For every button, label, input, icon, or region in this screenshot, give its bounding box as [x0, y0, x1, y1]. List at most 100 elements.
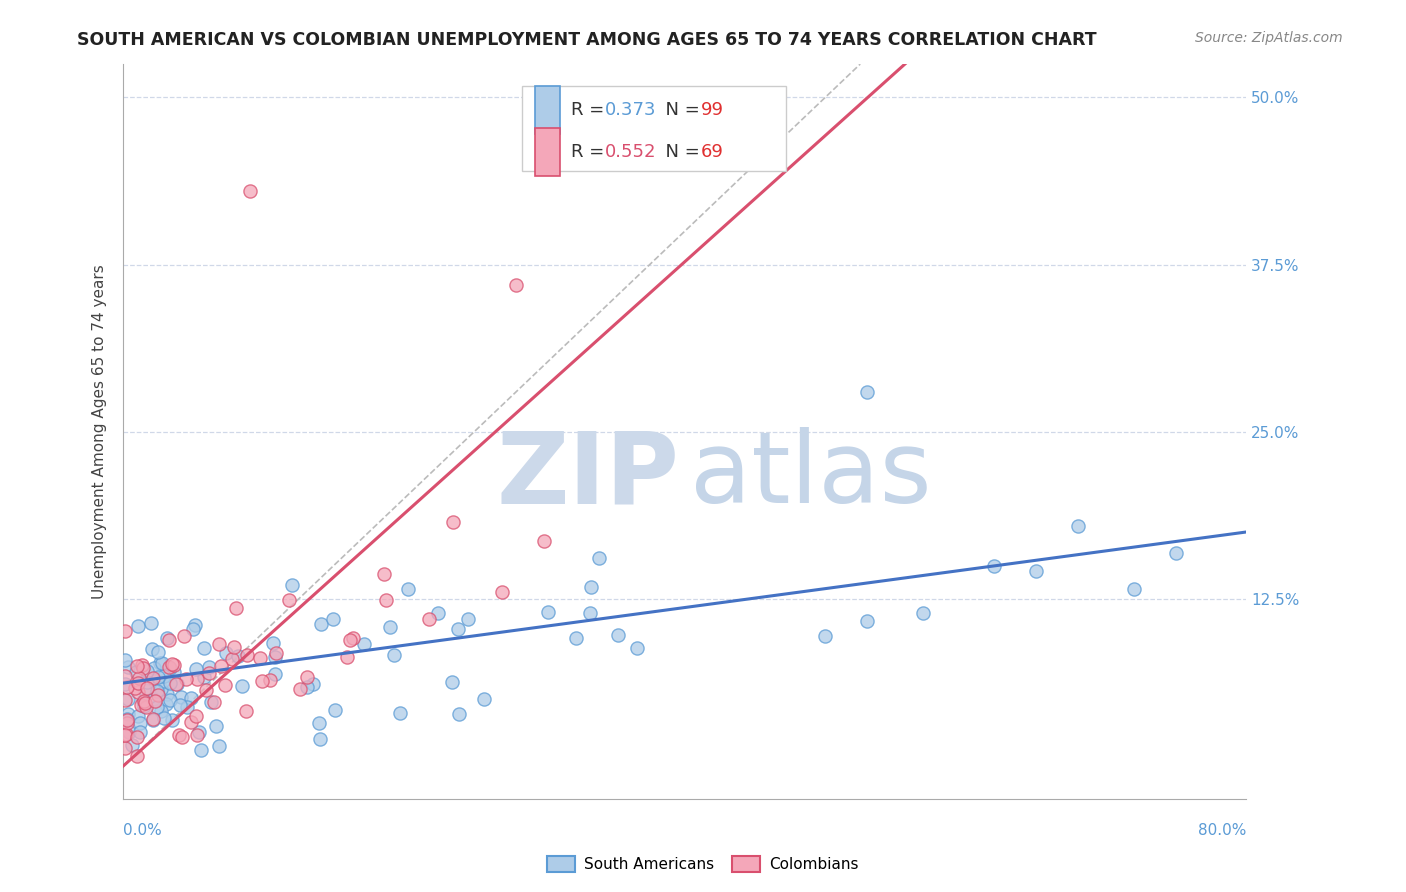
Point	[208, 739, 231, 753]
Point	[856, 614, 879, 628]
Point	[162, 665, 184, 679]
Text: ZIP: ZIP	[496, 427, 679, 524]
Point	[146, 644, 169, 658]
Point	[375, 593, 398, 607]
Point	[114, 741, 136, 756]
Legend: South Americans, Colombians: South Americans, Colombians	[540, 848, 866, 880]
Point	[153, 668, 176, 682]
Text: N =: N =	[654, 143, 706, 161]
Point	[505, 277, 527, 292]
Point	[235, 648, 257, 663]
Point	[208, 637, 231, 651]
Text: 69: 69	[700, 143, 723, 161]
Point	[149, 656, 172, 670]
Point	[159, 660, 181, 674]
Point	[115, 715, 138, 730]
Point	[184, 708, 207, 723]
Point	[382, 648, 405, 662]
Point	[124, 681, 146, 696]
Point	[322, 611, 344, 625]
Point	[231, 679, 253, 693]
Point	[156, 631, 179, 645]
Point	[134, 694, 156, 708]
Point	[197, 666, 219, 681]
Point	[581, 580, 603, 594]
Text: R =: R =	[571, 101, 610, 119]
Point	[264, 667, 287, 681]
Point	[115, 727, 138, 741]
Point	[446, 622, 468, 636]
Point	[159, 675, 181, 690]
Point	[202, 695, 225, 709]
Point	[181, 623, 204, 637]
Point	[150, 682, 173, 697]
Y-axis label: Unemployment Among Ages 65 to 74 years: Unemployment Among Ages 65 to 74 years	[93, 264, 107, 599]
Text: N =: N =	[654, 101, 706, 119]
Point	[173, 629, 195, 643]
Point	[134, 682, 156, 697]
Point	[142, 692, 165, 706]
Point	[127, 619, 149, 633]
Point	[114, 624, 136, 638]
Point	[209, 659, 232, 673]
Point	[814, 629, 837, 643]
Point	[1123, 582, 1146, 597]
Point	[193, 640, 215, 655]
Point	[491, 585, 513, 599]
Point	[114, 653, 136, 667]
Point	[167, 728, 190, 742]
Point	[170, 731, 193, 745]
Point	[131, 657, 153, 672]
Point	[115, 680, 138, 694]
Point	[127, 708, 149, 723]
Point	[132, 698, 155, 713]
Text: 0.0%: 0.0%	[124, 823, 162, 838]
Point	[204, 719, 226, 733]
Point	[200, 695, 222, 709]
Point	[117, 706, 139, 721]
Point	[533, 533, 555, 548]
Point	[215, 646, 238, 660]
Point	[159, 692, 181, 706]
Point	[252, 673, 274, 688]
Point	[441, 675, 464, 690]
Point	[288, 681, 311, 696]
Point	[447, 706, 470, 721]
Point	[135, 664, 157, 678]
Point	[152, 711, 174, 725]
FancyBboxPatch shape	[522, 87, 786, 170]
Point	[266, 647, 288, 661]
Point	[166, 677, 188, 691]
Point	[117, 659, 139, 673]
Point	[187, 725, 209, 739]
Text: 99: 99	[700, 101, 724, 119]
Point	[141, 713, 163, 727]
Point	[156, 687, 179, 701]
Point	[418, 612, 440, 626]
Point	[588, 550, 610, 565]
Point	[278, 592, 301, 607]
Point	[537, 606, 560, 620]
Point	[1067, 519, 1090, 533]
Point	[443, 515, 465, 529]
FancyBboxPatch shape	[536, 86, 560, 134]
Point	[145, 693, 167, 707]
Point	[457, 612, 479, 626]
Point	[221, 652, 243, 666]
Point	[142, 713, 165, 727]
Point	[114, 728, 136, 742]
Point	[134, 696, 156, 710]
Point	[197, 660, 219, 674]
FancyBboxPatch shape	[536, 128, 560, 176]
Point	[127, 731, 149, 745]
Point	[142, 661, 165, 675]
Point	[311, 617, 333, 632]
Point	[114, 693, 136, 707]
Point	[339, 632, 361, 647]
Point	[353, 637, 375, 651]
Point	[146, 683, 169, 698]
Text: R =: R =	[571, 143, 610, 161]
Point	[1025, 564, 1047, 578]
Point	[125, 659, 148, 673]
Point	[262, 636, 284, 650]
